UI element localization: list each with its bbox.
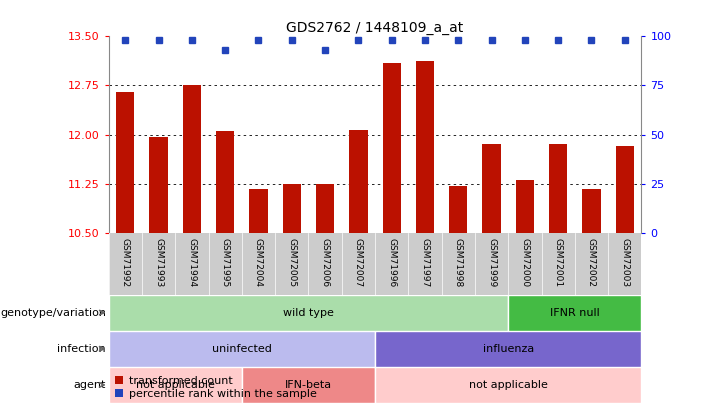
Text: GSM71994: GSM71994 <box>187 238 196 287</box>
Bar <box>316 183 334 232</box>
Text: not applicable: not applicable <box>469 380 547 390</box>
Text: GSM72003: GSM72003 <box>620 238 629 287</box>
Bar <box>116 92 135 232</box>
Bar <box>583 189 601 232</box>
Text: GSM72007: GSM72007 <box>354 238 363 287</box>
Text: IFN-beta: IFN-beta <box>285 380 332 390</box>
Bar <box>383 63 401 232</box>
Text: GSM72004: GSM72004 <box>254 238 263 287</box>
Legend: transformed count, percentile rank within the sample: transformed count, percentile rank withi… <box>114 376 317 399</box>
Text: GSM71993: GSM71993 <box>154 238 163 287</box>
Text: infection: infection <box>57 344 106 354</box>
Bar <box>349 130 367 232</box>
Text: uninfected: uninfected <box>212 344 272 354</box>
Text: GSM71995: GSM71995 <box>221 238 230 287</box>
Text: agent: agent <box>74 380 106 390</box>
Bar <box>449 185 468 232</box>
Text: GSM71996: GSM71996 <box>387 238 396 287</box>
Bar <box>109 367 242 403</box>
Bar <box>508 294 641 331</box>
Bar <box>283 183 301 232</box>
Text: GSM72001: GSM72001 <box>554 238 563 287</box>
Text: GSM72005: GSM72005 <box>287 238 297 287</box>
Text: not applicable: not applicable <box>136 380 215 390</box>
Text: wild type: wild type <box>283 308 334 318</box>
Text: GSM72002: GSM72002 <box>587 238 596 287</box>
Text: GSM71992: GSM71992 <box>121 238 130 287</box>
Text: GSM71998: GSM71998 <box>454 238 463 287</box>
Bar <box>516 180 534 232</box>
Bar <box>109 331 375 367</box>
Bar <box>216 130 234 232</box>
Text: GSM72000: GSM72000 <box>520 238 529 287</box>
Bar <box>109 294 508 331</box>
Bar <box>375 331 641 367</box>
Bar <box>482 144 501 232</box>
Text: IFNR null: IFNR null <box>550 308 599 318</box>
Text: influenza: influenza <box>482 344 534 354</box>
Text: genotype/variation: genotype/variation <box>0 308 106 318</box>
Bar <box>183 85 201 232</box>
Bar <box>416 61 434 232</box>
Bar <box>549 144 567 232</box>
Bar <box>242 367 375 403</box>
Bar <box>615 146 634 232</box>
Bar <box>375 367 641 403</box>
Text: GSM71997: GSM71997 <box>421 238 430 287</box>
Text: GSM72006: GSM72006 <box>320 238 329 287</box>
Bar <box>250 189 268 232</box>
Title: GDS2762 / 1448109_a_at: GDS2762 / 1448109_a_at <box>287 21 463 35</box>
Bar <box>149 137 168 232</box>
Text: GSM71999: GSM71999 <box>487 238 496 287</box>
